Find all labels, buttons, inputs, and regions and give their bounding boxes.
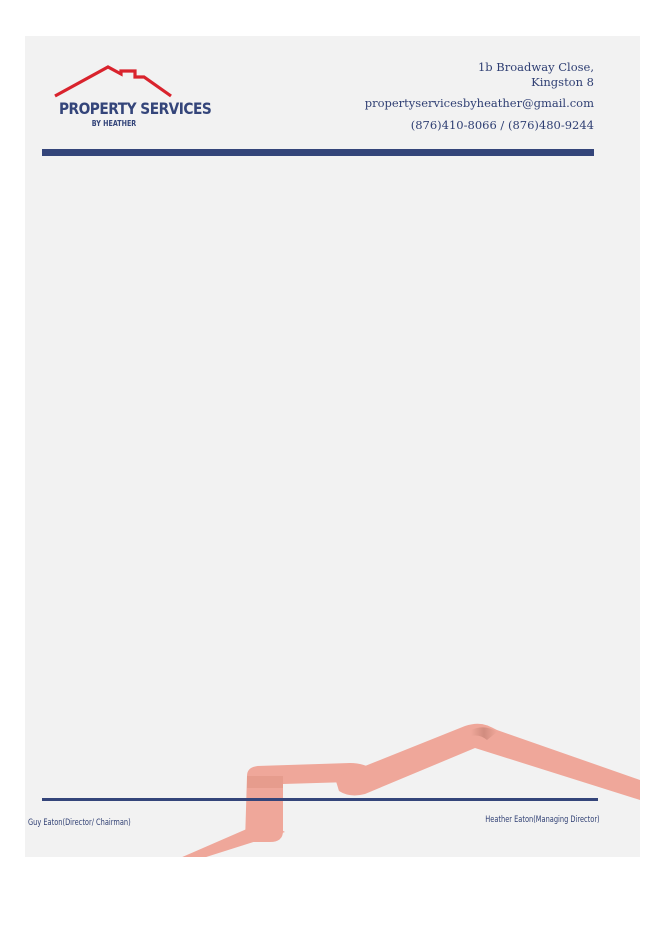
letterhead-page: PROPERTY SERVICES BY HEATHER 1b Broadway… bbox=[25, 36, 640, 857]
address-line-2: Kingston 8 bbox=[531, 75, 594, 89]
managing-director-signature-label: Heather Eaton(Managing Director) bbox=[485, 815, 600, 825]
logo-subtitle: BY HEATHER bbox=[91, 119, 137, 128]
header-divider-bar bbox=[42, 149, 594, 156]
company-logo: PROPERTY SERVICES BY HEATHER bbox=[49, 63, 212, 135]
address-line-1: 1b Broadway Close, bbox=[477, 60, 594, 74]
contact-block: 1b Broadway Close, Kingston 8 propertyse… bbox=[365, 60, 594, 133]
director-signature-label: Guy Eaton(Director/ Chairman) bbox=[28, 818, 131, 828]
decorative-ribbon bbox=[182, 723, 640, 857]
phone-numbers: (876)410-8066 / (876)480-9244 bbox=[410, 118, 594, 132]
footer-divider-line bbox=[42, 798, 598, 801]
email-address: propertyservicesbyheather@gmail.com bbox=[364, 96, 594, 110]
roof-icon bbox=[54, 65, 172, 98]
